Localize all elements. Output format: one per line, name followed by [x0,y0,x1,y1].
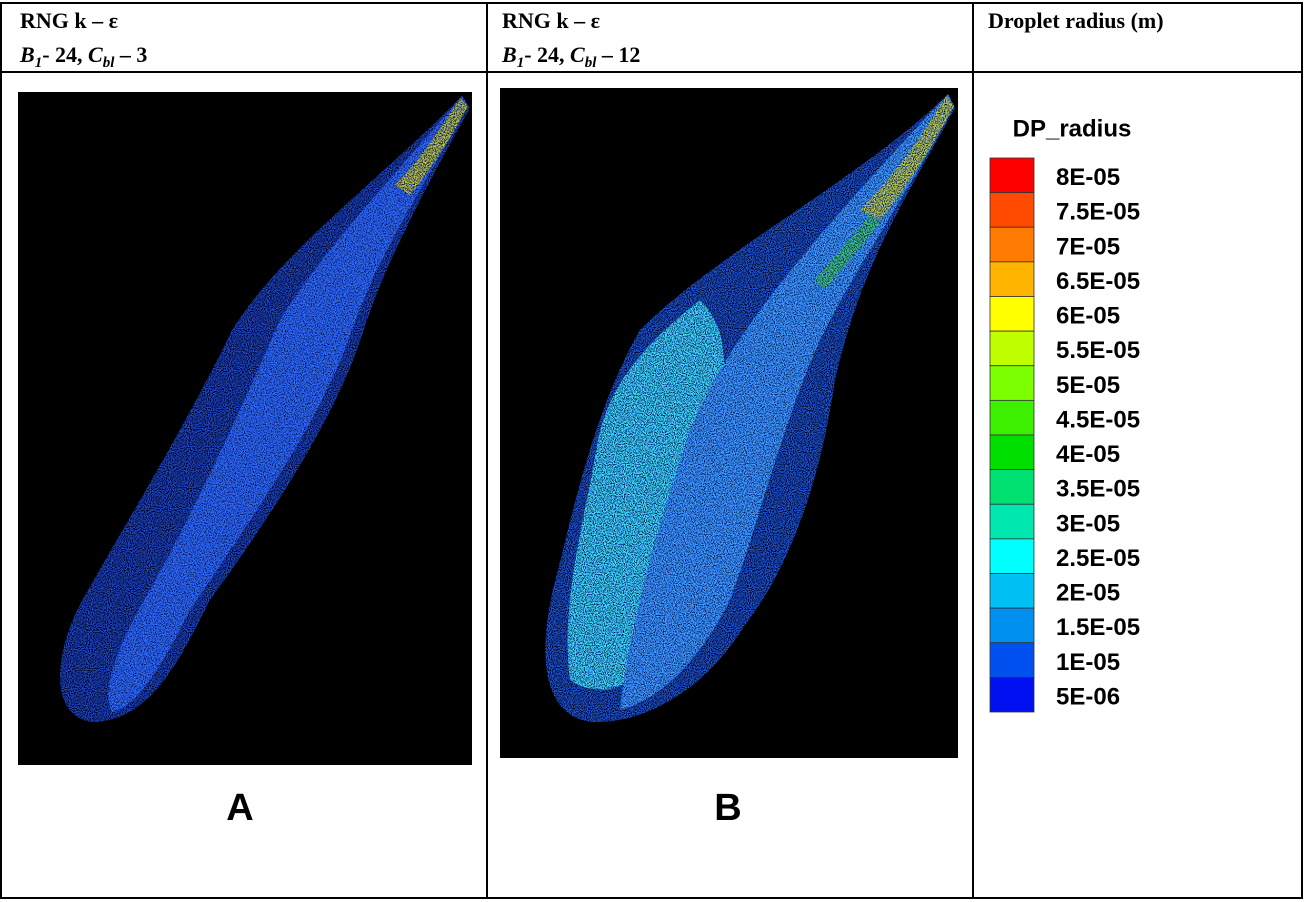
color-swatch [989,399,1035,436]
legend-label: 7E-05 [1056,233,1120,260]
legend-header: Droplet radius (m) [988,8,1164,33]
panel-a-header-line1: RNG k – ε [20,8,118,33]
symbol: B [19,42,35,67]
color-swatch [989,434,1035,471]
color-swatch [989,503,1035,540]
color-swatch [989,330,1035,367]
legend-label: 2E-05 [1056,580,1120,607]
legend-label: 3.5E-05 [1056,476,1140,503]
text: - 24, [524,42,564,67]
legend-label: 4.5E-05 [1056,406,1140,433]
legend-label: 1.5E-05 [1056,614,1140,641]
legend-label: 6.5E-05 [1056,268,1140,295]
color-swatch [989,607,1035,644]
legend-label: 5E-06 [1056,683,1120,710]
panel-b-header-line1: RNG k – ε [502,8,600,33]
legend-label: 2.5E-05 [1056,545,1140,572]
legend-label: 6E-05 [1056,303,1120,330]
subscript: 1 [517,55,525,71]
color-swatch [989,573,1035,609]
color-swatch [989,365,1035,401]
panel-b-label: B [714,787,741,829]
symbol: C [88,42,103,67]
legend: 8E-05 7.5E-05 7E-05 6.5E-05 6E-05 5.5E-05 5E-0… [989,157,1140,713]
legend-label: 3E-05 [1056,510,1120,537]
subscript: 1 [35,55,43,71]
legend-label: 5E-05 [1056,372,1120,399]
legend-title: DP_radius [1013,115,1132,142]
spray-image-b [500,88,958,758]
panel-a-label: A [226,787,253,829]
color-swatch [989,226,1035,263]
color-swatch [989,157,1035,194]
color-swatch [989,192,1035,228]
legend-label: 7.5E-05 [1056,199,1140,226]
legend-label: 8E-05 [1056,164,1120,191]
spray-image-a [18,92,472,765]
color-swatch [989,538,1035,574]
subscript: bl [585,55,598,71]
color-swatch [989,261,1035,297]
color-swatch [989,676,1035,713]
text: – 12 [601,42,641,67]
text: – 3 [119,42,148,67]
color-swatch [989,296,1035,332]
legend-label: 5.5E-05 [1056,337,1140,364]
color-swatch [989,642,1035,678]
symbol: B [501,42,517,67]
legend-label: 1E-05 [1056,649,1120,676]
legend-label: 4E-05 [1056,441,1120,468]
color-swatch [989,469,1035,505]
symbol: C [570,42,585,67]
text: - 24, [42,42,82,67]
panel-b-header-line2: B1- 24, Cbl – 12 [501,42,640,72]
panel-a-header-line2: B1- 24, Cbl – 3 [19,42,147,72]
subscript: bl [103,55,116,71]
